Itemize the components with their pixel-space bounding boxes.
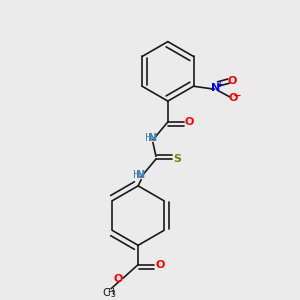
Text: 3: 3 [111,290,116,299]
Text: H: H [145,133,153,143]
Text: O: O [185,117,194,127]
Text: −: − [233,91,242,101]
Text: O: O [113,274,123,284]
Text: S: S [173,154,181,164]
Text: C: C [102,288,110,298]
Text: N: N [211,83,220,93]
Text: O: O [229,93,238,103]
Text: N: N [148,133,158,143]
Text: O: O [228,76,237,86]
Text: H: H [133,170,141,180]
Text: +: + [217,80,223,88]
Text: N: N [136,170,146,180]
Text: H: H [107,288,114,297]
Text: O: O [155,260,164,270]
